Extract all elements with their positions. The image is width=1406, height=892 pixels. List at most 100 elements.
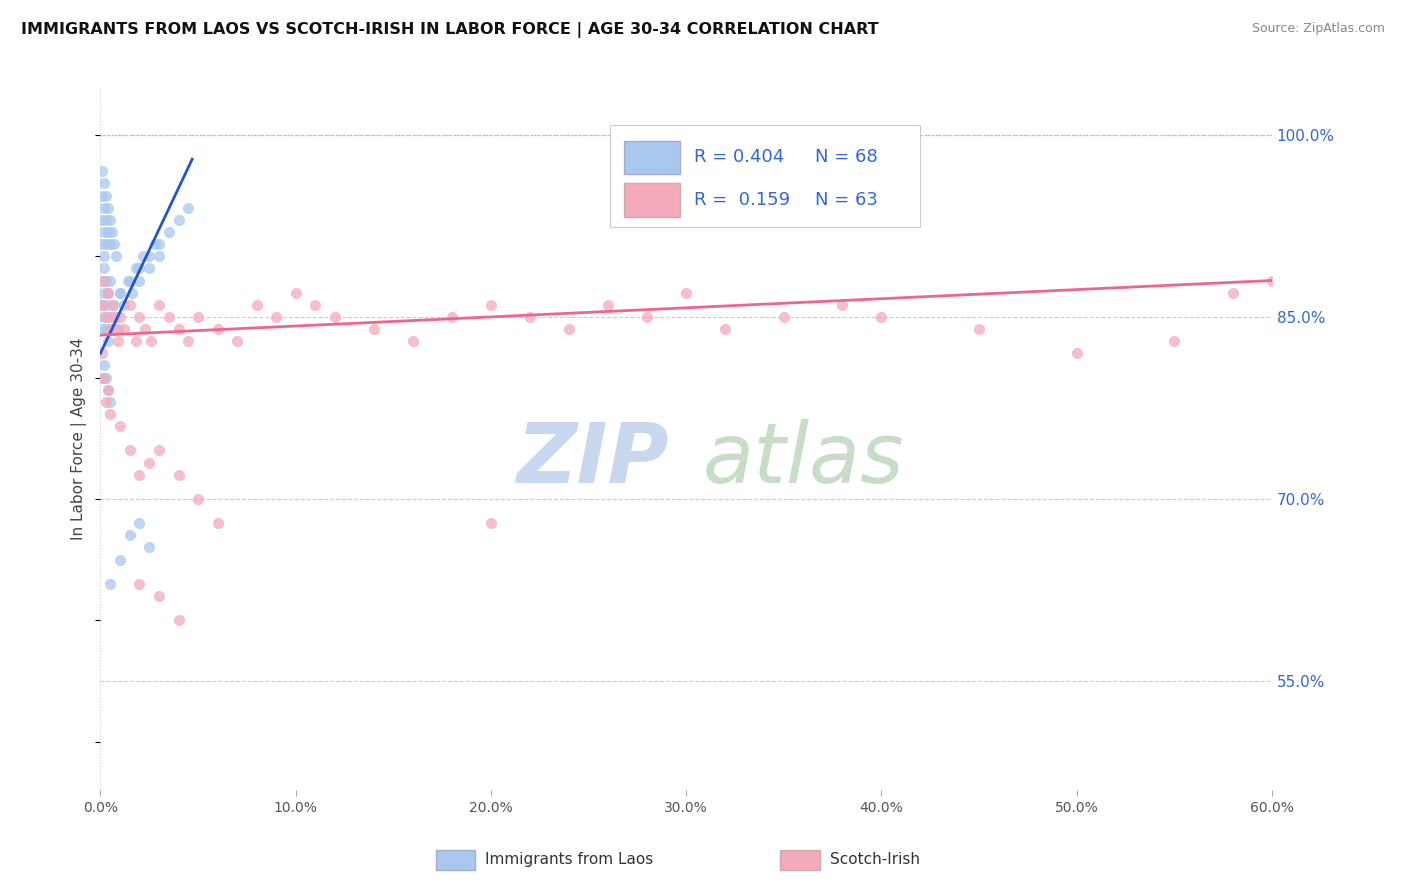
Text: R = 0.404: R = 0.404	[695, 148, 785, 167]
Point	[98, 395, 121, 409]
Point	[304, 298, 326, 312]
Point	[98, 310, 121, 324]
Text: N = 68: N = 68	[815, 148, 877, 167]
Point	[121, 285, 143, 300]
Point	[96, 310, 118, 324]
Point	[138, 261, 160, 276]
Point	[112, 298, 135, 312]
Text: N = 63: N = 63	[815, 191, 877, 209]
Point	[97, 383, 120, 397]
Point	[96, 395, 118, 409]
Point	[93, 370, 115, 384]
Point	[148, 298, 170, 312]
Point	[97, 334, 120, 348]
Point	[117, 273, 139, 287]
Point	[402, 334, 425, 348]
Point	[128, 467, 150, 482]
Point	[91, 212, 114, 227]
Point	[108, 285, 131, 300]
Point	[108, 552, 131, 566]
Point	[97, 285, 120, 300]
Point	[479, 516, 502, 531]
Point	[91, 298, 114, 312]
Point	[107, 322, 129, 336]
Point	[167, 322, 190, 336]
FancyBboxPatch shape	[610, 125, 921, 227]
Point	[118, 443, 141, 458]
Point	[138, 541, 160, 555]
Point	[97, 383, 120, 397]
Point	[93, 285, 115, 300]
FancyBboxPatch shape	[624, 141, 681, 174]
Point	[177, 334, 200, 348]
Point	[96, 322, 118, 336]
Point	[675, 285, 697, 300]
Point	[128, 310, 150, 324]
Point	[264, 310, 287, 324]
Text: ZIP: ZIP	[516, 419, 669, 500]
Point	[98, 237, 121, 252]
Point	[128, 516, 150, 531]
Point	[143, 237, 166, 252]
Point	[187, 491, 209, 506]
Point	[596, 298, 619, 312]
Point	[167, 467, 190, 482]
Point	[97, 285, 120, 300]
Text: Scotch-Irish: Scotch-Irish	[830, 853, 920, 867]
Text: IMMIGRANTS FROM LAOS VS SCOTCH-IRISH IN LABOR FORCE | AGE 30-34 CORRELATION CHAR: IMMIGRANTS FROM LAOS VS SCOTCH-IRISH IN …	[21, 22, 879, 38]
Point	[148, 249, 170, 263]
Point	[141, 334, 163, 348]
Point	[128, 577, 150, 591]
Point	[96, 298, 118, 312]
Y-axis label: In Labor Force | Age 30-34: In Labor Force | Age 30-34	[72, 337, 87, 540]
Point	[98, 577, 121, 591]
Point	[1222, 285, 1244, 300]
Point	[479, 298, 502, 312]
Point	[207, 516, 229, 531]
Point	[103, 237, 125, 252]
Point	[93, 310, 115, 324]
Point	[284, 285, 307, 300]
Point	[132, 249, 155, 263]
Point	[138, 249, 160, 263]
Point	[831, 298, 853, 312]
Point	[108, 310, 131, 324]
Point	[118, 273, 141, 287]
Point	[93, 177, 115, 191]
Point	[96, 237, 118, 252]
Text: R =  0.159: R = 0.159	[695, 191, 790, 209]
Point	[118, 528, 141, 542]
Point	[105, 310, 128, 324]
Point	[91, 188, 114, 202]
Point	[91, 370, 114, 384]
Text: Immigrants from Laos: Immigrants from Laos	[485, 853, 654, 867]
Point	[128, 273, 150, 287]
Point	[112, 322, 135, 336]
Point	[167, 613, 190, 627]
Point	[97, 225, 120, 239]
Point	[93, 261, 115, 276]
Point	[96, 212, 118, 227]
Point	[772, 310, 794, 324]
Point	[323, 310, 346, 324]
Point	[107, 334, 129, 348]
Point	[101, 298, 124, 312]
Point	[207, 322, 229, 336]
Point	[134, 322, 156, 336]
Point	[1261, 273, 1284, 287]
Point	[177, 201, 200, 215]
Point	[148, 443, 170, 458]
Point	[636, 310, 658, 324]
Point	[93, 273, 115, 287]
Point	[558, 322, 581, 336]
Point	[103, 310, 125, 324]
Point	[226, 334, 249, 348]
Point	[91, 273, 114, 287]
Point	[91, 298, 114, 312]
Point	[96, 370, 118, 384]
Point	[101, 225, 124, 239]
Point	[98, 407, 121, 421]
Point	[118, 298, 141, 312]
Point	[91, 237, 114, 252]
Point	[128, 261, 150, 276]
